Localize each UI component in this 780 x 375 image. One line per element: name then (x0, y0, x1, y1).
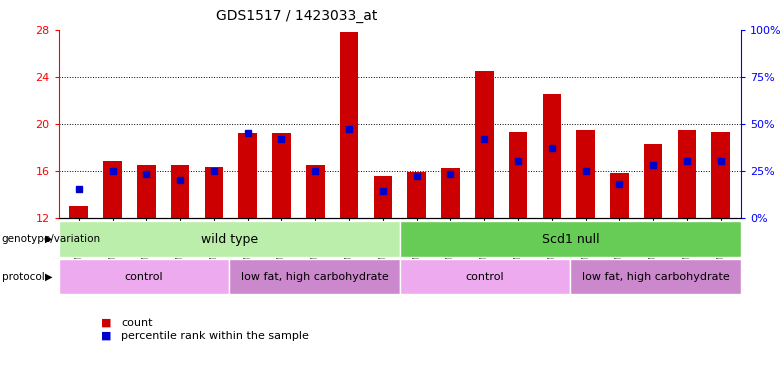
Text: wild type: wild type (200, 232, 257, 246)
Text: count: count (121, 318, 152, 327)
Bar (58, 259, 229, 294)
Text: control: control (466, 272, 505, 282)
Bar (570, 259, 741, 294)
Bar (69, 206, 88, 218)
Bar (399, 221, 741, 257)
Bar (475, 71, 494, 217)
Text: low fat, high carbohydrate: low fat, high carbohydrate (240, 272, 388, 282)
Text: genotype/variation: genotype/variation (2, 234, 101, 244)
Text: percentile rank within the sample: percentile rank within the sample (121, 331, 309, 340)
Bar (239, 133, 257, 218)
Bar (340, 32, 358, 218)
Text: GDS1517 / 1423033_at: GDS1517 / 1423033_at (216, 9, 377, 23)
Bar (171, 165, 190, 218)
Bar (58, 221, 399, 257)
Bar (576, 130, 595, 218)
Text: control: control (125, 272, 163, 282)
Text: ■: ■ (101, 318, 112, 327)
Bar (272, 133, 291, 218)
Bar (103, 161, 122, 218)
Bar (509, 132, 527, 218)
Text: protocol: protocol (2, 272, 44, 282)
Bar (441, 168, 459, 217)
Bar (306, 165, 324, 218)
Text: ▶: ▶ (45, 272, 53, 282)
Bar (610, 173, 629, 217)
Bar (374, 177, 392, 218)
Bar (407, 172, 426, 217)
Bar (137, 165, 156, 218)
Bar (229, 259, 399, 294)
Bar (678, 130, 697, 218)
Text: low fat, high carbohydrate: low fat, high carbohydrate (582, 272, 729, 282)
Bar (711, 132, 730, 218)
Text: ▶: ▶ (45, 234, 53, 244)
Bar (399, 259, 570, 294)
Bar (644, 144, 662, 218)
Bar (543, 94, 561, 218)
Bar (204, 167, 223, 217)
Text: ■: ■ (101, 331, 112, 340)
Text: Scd1 null: Scd1 null (541, 232, 599, 246)
